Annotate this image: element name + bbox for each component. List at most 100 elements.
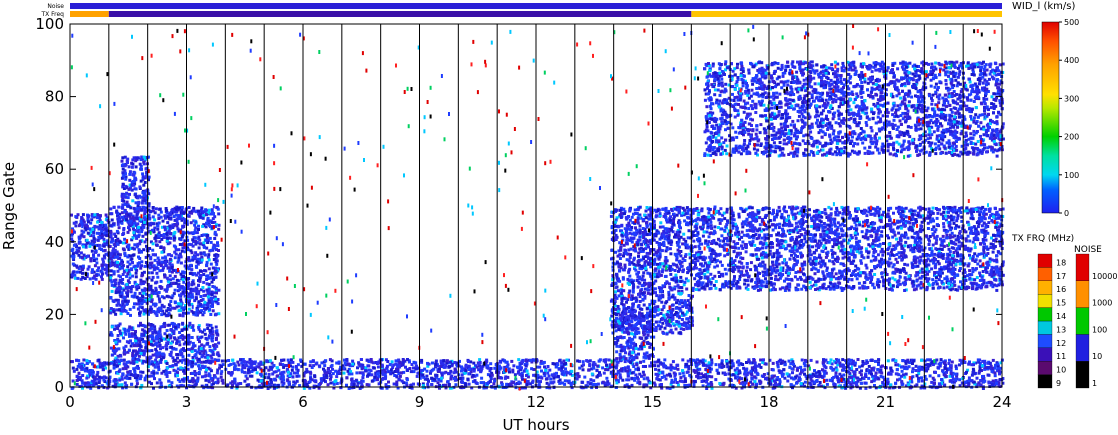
scatter-point <box>149 284 153 288</box>
scatter-point <box>165 232 169 236</box>
scatter-point <box>135 382 139 386</box>
scatter-point <box>146 365 150 369</box>
scatter-point <box>119 332 122 336</box>
scatter-point <box>360 367 364 371</box>
scatter-point <box>173 306 177 310</box>
scatter-point <box>947 362 951 365</box>
scatter-point <box>539 380 542 384</box>
scatter-point <box>162 250 166 254</box>
scatter-point <box>269 365 273 369</box>
scatter-point <box>745 361 748 364</box>
scatter-point <box>730 373 734 377</box>
scatter-point <box>209 212 213 216</box>
scatter-point <box>112 349 116 353</box>
scatter-point <box>148 328 152 332</box>
scatter-point <box>175 341 179 345</box>
scatter-point <box>156 261 160 264</box>
scatter-point <box>255 365 259 369</box>
scatter-point <box>210 226 214 230</box>
scatter-point <box>143 220 146 224</box>
scatter-point <box>132 253 136 257</box>
scatter-point <box>449 369 453 373</box>
scatter-point <box>128 307 132 311</box>
scatter-point <box>187 257 191 261</box>
scatter-point <box>191 324 195 328</box>
scatter-point <box>360 363 364 367</box>
scatter-point <box>813 369 816 373</box>
scatter-point <box>400 379 404 383</box>
scatter-point <box>421 373 425 377</box>
scatter-point <box>91 362 95 366</box>
scatter-point <box>194 242 198 246</box>
scatter-point <box>241 363 245 367</box>
scatter-point <box>113 242 117 246</box>
scatter-point <box>404 365 407 369</box>
scatter-point <box>848 359 852 363</box>
scatter-point <box>783 363 787 367</box>
scatter-point <box>585 359 589 363</box>
scatter-point <box>198 279 202 283</box>
scatter-point <box>749 372 753 376</box>
scatter-point <box>193 344 197 348</box>
scatter-point <box>138 349 141 353</box>
scatter-point <box>166 285 170 289</box>
scatter-point <box>948 374 952 378</box>
scatter-point <box>86 374 89 378</box>
scatter-point <box>381 372 385 376</box>
scatter-point <box>848 367 852 371</box>
scatter-point <box>940 378 944 381</box>
scatter-point <box>189 291 193 295</box>
scatter-point <box>103 256 107 260</box>
scatter-point <box>146 283 150 286</box>
scatter-point <box>114 348 118 352</box>
scatter-point <box>112 379 116 383</box>
scatter-point <box>604 368 608 371</box>
scatter-point <box>692 384 696 388</box>
scatter-point <box>164 216 167 220</box>
scatter-point <box>75 270 79 274</box>
scatter-point <box>186 336 190 340</box>
scatter-point <box>75 367 79 371</box>
scatter-point <box>478 361 482 364</box>
scatter-point <box>178 343 182 347</box>
scatter-point <box>540 369 543 373</box>
scatter-point <box>397 372 401 375</box>
scatter-point <box>678 379 682 383</box>
scatter-point <box>137 302 140 306</box>
scatter-point <box>121 203 125 207</box>
scatter-point <box>217 288 221 292</box>
scatter-point <box>493 366 497 370</box>
scatter-point <box>525 383 529 387</box>
scatter-point <box>138 242 142 246</box>
scatter-point <box>295 379 299 383</box>
scatter-point <box>208 348 212 352</box>
scatter-point <box>941 370 945 374</box>
scatter-point <box>123 327 127 331</box>
scatter-point <box>146 155 150 159</box>
scatter-point <box>136 209 140 213</box>
scatter-point <box>190 293 194 297</box>
scatter-point <box>174 223 178 227</box>
scatter-point <box>168 266 172 270</box>
scatter-point <box>800 358 804 362</box>
scatter-point <box>145 170 149 174</box>
scatter-point <box>426 361 429 365</box>
scatter-point <box>129 361 133 365</box>
scatter-point <box>990 369 994 373</box>
scatter-point <box>396 386 400 390</box>
scatter-point <box>440 376 444 380</box>
scatter-point <box>469 367 473 371</box>
scatter-point <box>514 386 518 390</box>
scatter-point <box>178 243 182 246</box>
scatter-point <box>710 383 714 387</box>
scatter-point <box>198 329 202 333</box>
scatter-point <box>118 253 122 257</box>
scatter-point <box>213 271 217 275</box>
scatter-point <box>421 368 425 372</box>
scatter-point <box>127 213 131 217</box>
scatter-point <box>129 339 132 343</box>
scatter-point <box>213 285 216 289</box>
scatter-point <box>167 229 171 233</box>
scatter-point <box>689 358 693 361</box>
scatter-point <box>116 214 119 218</box>
